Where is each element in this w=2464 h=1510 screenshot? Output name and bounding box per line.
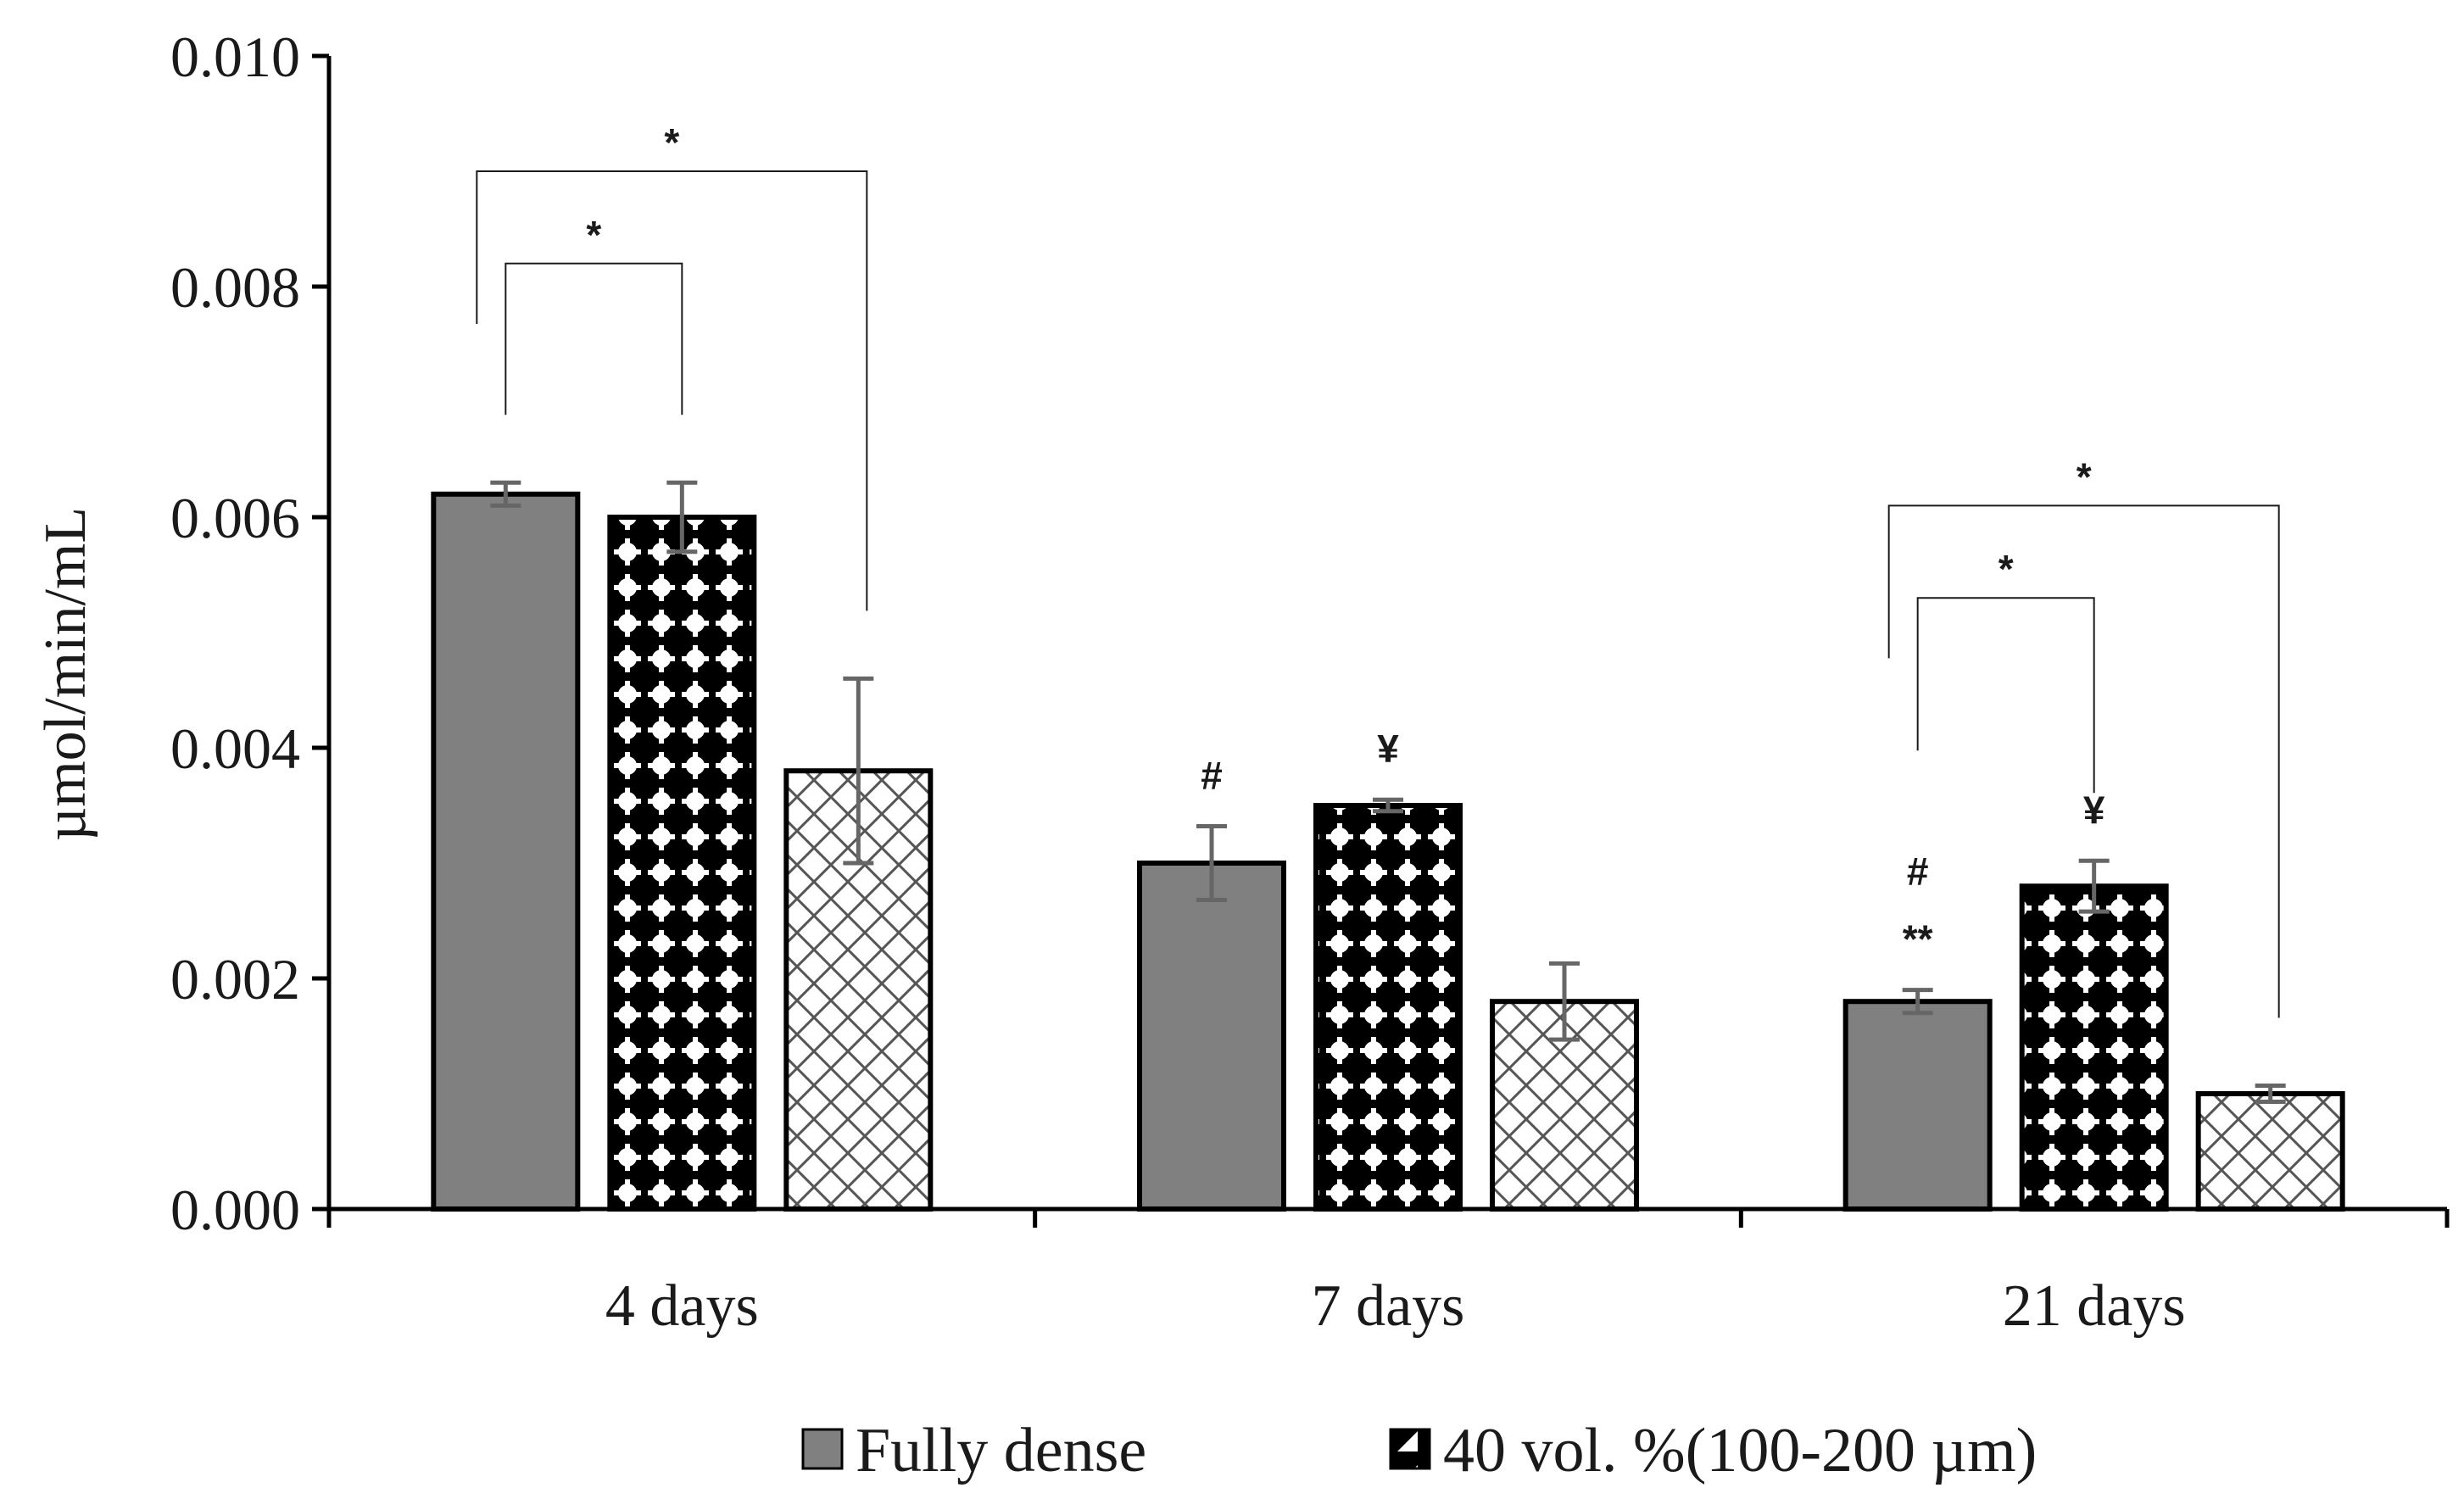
significance-annotations: # ¥ # ** ¥ bbox=[1201, 727, 2105, 961]
bracket-label: * bbox=[1999, 547, 2014, 591]
axes bbox=[326, 56, 2450, 1228]
bracket-label: * bbox=[2077, 454, 2092, 499]
bracket-label: * bbox=[664, 120, 679, 164]
y-tick-label-4: 0.008 bbox=[170, 255, 300, 320]
y-axis-ticks: 0.000 0.002 0.004 0.006 0.008 0.010 bbox=[170, 25, 329, 1242]
y-tick-label-3: 0.006 bbox=[170, 486, 300, 550]
y-axis-label: µmol/min/mL bbox=[33, 507, 98, 841]
x-tick-label-2: 21 days bbox=[2003, 1273, 2186, 1339]
x-tick-label-1: 7 days bbox=[1312, 1273, 1465, 1339]
bar-s2-c2 bbox=[2195, 1091, 2345, 1212]
bracket-label: * bbox=[586, 213, 601, 257]
legend-swatch-40-vol bbox=[1389, 1428, 1431, 1470]
error-bar-s2-c0 bbox=[843, 676, 874, 866]
bracket-3: * bbox=[1887, 454, 2280, 1018]
error-bar-s2-c2 bbox=[2255, 1083, 2286, 1105]
legend: Fully dense 40 vol. %(100-200 µm) bbox=[801, 1416, 2037, 1485]
y-tick-label-1: 0.002 bbox=[170, 947, 300, 1011]
y-tick-label-5: 0.010 bbox=[170, 25, 300, 89]
bar-s1-c0 bbox=[607, 515, 757, 1212]
bracket-line bbox=[1887, 504, 2280, 1018]
annotation-3: ** bbox=[1903, 917, 1933, 961]
annotation-4: ¥ bbox=[2083, 788, 2105, 832]
bracket-2: * bbox=[1916, 547, 2095, 794]
bracket-line bbox=[505, 262, 683, 415]
error-bar-s0-c1 bbox=[1196, 823, 1227, 903]
error-bar-s1-c1 bbox=[1373, 797, 1403, 814]
y-tick-label-0: 0.000 bbox=[170, 1178, 300, 1242]
bar-s1-c2 bbox=[2019, 883, 2169, 1212]
legend-label-40-vol: 40 vol. %(100-200 µm) bbox=[1443, 1416, 2037, 1485]
significance-brackets: **** bbox=[476, 120, 2280, 1018]
error-bar-s2-c1 bbox=[1549, 961, 1580, 1042]
bracket-1: * bbox=[476, 120, 868, 611]
annotation-2: # bbox=[1907, 850, 1929, 894]
bracket-0: * bbox=[505, 213, 683, 415]
error-bars bbox=[490, 480, 2286, 1105]
x-tick-label-0: 4 days bbox=[605, 1273, 759, 1339]
annotation-1: ¥ bbox=[1377, 727, 1399, 771]
legend-swatch-fully-dense bbox=[801, 1428, 844, 1470]
bar-s0-c2 bbox=[1842, 999, 1993, 1212]
annotation-0: # bbox=[1201, 753, 1223, 797]
error-bar-s1-c2 bbox=[2078, 858, 2110, 914]
error-bar-s0-c2 bbox=[1902, 988, 1933, 1016]
bar-s0-c0 bbox=[431, 491, 581, 1212]
bar-s1-c1 bbox=[1313, 803, 1463, 1212]
x-axis-labels: 4 days 7 days 21 days bbox=[605, 1273, 2186, 1339]
bar-s0-c1 bbox=[1137, 861, 1286, 1212]
error-bar-s1-c0 bbox=[666, 480, 698, 554]
bars bbox=[431, 491, 2345, 1212]
bracket-line bbox=[1916, 597, 2095, 794]
legend-label-fully-dense: Fully dense bbox=[856, 1416, 1146, 1485]
error-bar-s0-c0 bbox=[490, 480, 521, 508]
y-tick-label-2: 0.004 bbox=[170, 716, 300, 781]
bracket-line bbox=[476, 170, 868, 611]
